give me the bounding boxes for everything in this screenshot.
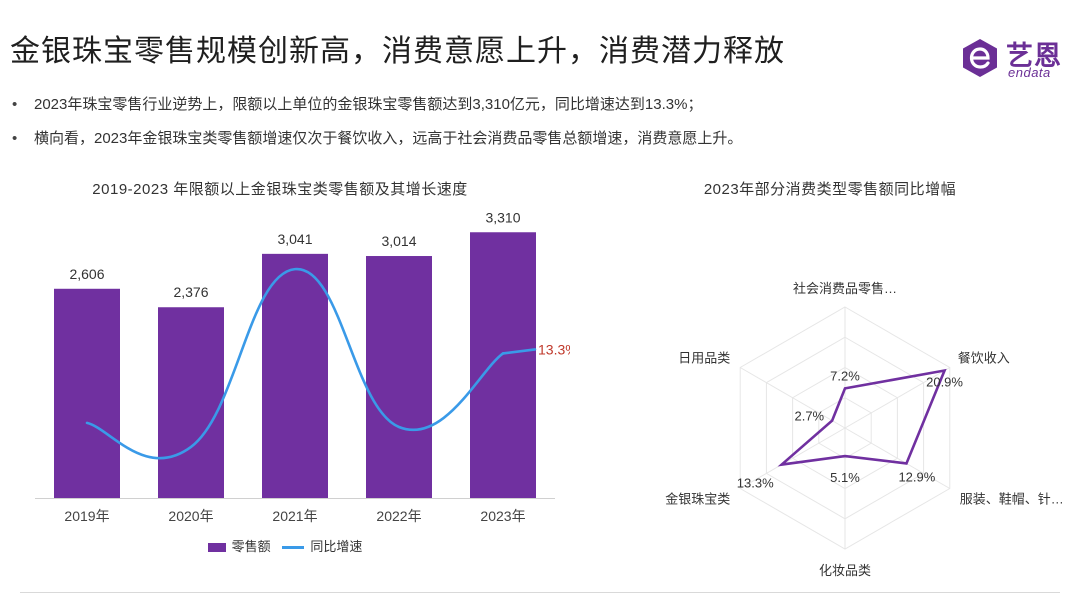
bar-value-label: 3,014 xyxy=(381,233,416,249)
bullet-item: • 横向看，2023年金银珠宝类零售额增速仅次于餐饮收入，远高于社会消费品零售总… xyxy=(10,124,1070,158)
radar-axis-label: 社会消费品零售… xyxy=(793,281,897,296)
legend-line-swatch xyxy=(282,546,305,550)
radar-axis-label: 化妆品类 xyxy=(819,563,871,578)
legend-line-label: 同比增速 xyxy=(310,539,363,554)
radar-axis-label: 服装、鞋帽、针… xyxy=(960,492,1064,507)
legend-bar-swatch xyxy=(207,543,226,553)
bar xyxy=(158,307,224,498)
bar-chart-title: 2019-2023 年限额以上金银珠宝类零售额及其增长速度 xyxy=(92,181,468,198)
bar-value-label: 2,606 xyxy=(69,266,104,282)
x-tick-label: 2020年 xyxy=(168,508,213,524)
legend-item-bar: 零售额 xyxy=(207,536,271,555)
logo-name-cn: 艺恩 xyxy=(1006,41,1062,71)
radar-value-label: 7.2% xyxy=(830,368,860,383)
legend-item-line: 同比增速 xyxy=(282,536,362,555)
radar-axis-spoke xyxy=(739,427,846,489)
radar-value-label: 2.7% xyxy=(794,409,824,424)
growth-rate-line-end xyxy=(501,348,537,355)
radar-value-label: 12.9% xyxy=(898,469,935,484)
bar xyxy=(366,256,432,498)
radar-axis-spoke xyxy=(844,427,951,489)
x-tick-label: 2021年 xyxy=(272,508,317,524)
bottom-divider xyxy=(20,592,1060,593)
radar-axis-spoke xyxy=(739,367,846,429)
bullet-text: 横向看，2023年金银珠宝类零售额增速仅次于餐饮收入，远高于社会消费品零售总额增… xyxy=(34,130,743,147)
bar xyxy=(470,232,536,499)
radar-series-line xyxy=(777,368,947,467)
bar-value-label: 3,310 xyxy=(485,209,520,225)
radar-value-label: 20.9% xyxy=(926,375,963,390)
bar-chart-legend: 零售额 同比增速 xyxy=(0,536,570,555)
logo: 艺恩 endata xyxy=(958,34,1074,84)
growth-rate-line xyxy=(85,267,505,460)
bar xyxy=(54,288,120,498)
radar-axis-spoke xyxy=(844,367,951,429)
radar-axis-label: 餐饮收入 xyxy=(958,351,1010,366)
line-value-label: 13.3% xyxy=(538,341,570,357)
bullet-dot: • xyxy=(12,130,18,147)
radar-axis-label: 金银珠宝类 xyxy=(665,492,730,507)
radar-value-label: 13.3% xyxy=(737,476,774,491)
endata-logo-icon xyxy=(963,39,997,77)
radar-value-label: 5.1% xyxy=(830,470,860,485)
bullet-list: • 2023年珠宝零售行业逆势上，限额以上单位的金银珠宝零售额达到3,310亿元… xyxy=(10,90,1070,158)
x-tick-label: 2023年 xyxy=(480,508,525,524)
radar-axis-label: 日用品类 xyxy=(678,351,730,366)
bar-value-label: 3,041 xyxy=(277,231,312,247)
bar-line-chart: 2,606 2019年 2,376 2020年 3,041 2021年 3,014 2022年… xyxy=(35,209,570,524)
radar-chart-title: 2023年部分消费类型零售额同比增幅 xyxy=(703,181,957,198)
bullet-text: 2023年珠宝零售行业逆势上，限额以上单位的金银珠宝零售额达到3,310亿元，同… xyxy=(34,96,703,113)
bar-value-label: 2,376 xyxy=(173,284,208,300)
bar xyxy=(262,253,328,498)
logo-name-en: endata xyxy=(1008,65,1051,80)
x-tick-label: 2019年 xyxy=(64,508,109,524)
page-title: 金银珠宝零售规模创新高，消费意愿上升，消费潜力释放 xyxy=(10,35,785,68)
x-tick-label: 2022年 xyxy=(376,508,421,524)
bullet-item: • 2023年珠宝零售行业逆势上，限额以上单位的金银珠宝零售额达到3,310亿元… xyxy=(10,90,1070,124)
bullet-dot: • xyxy=(12,96,18,113)
legend-bar-label: 零售额 xyxy=(231,539,271,554)
